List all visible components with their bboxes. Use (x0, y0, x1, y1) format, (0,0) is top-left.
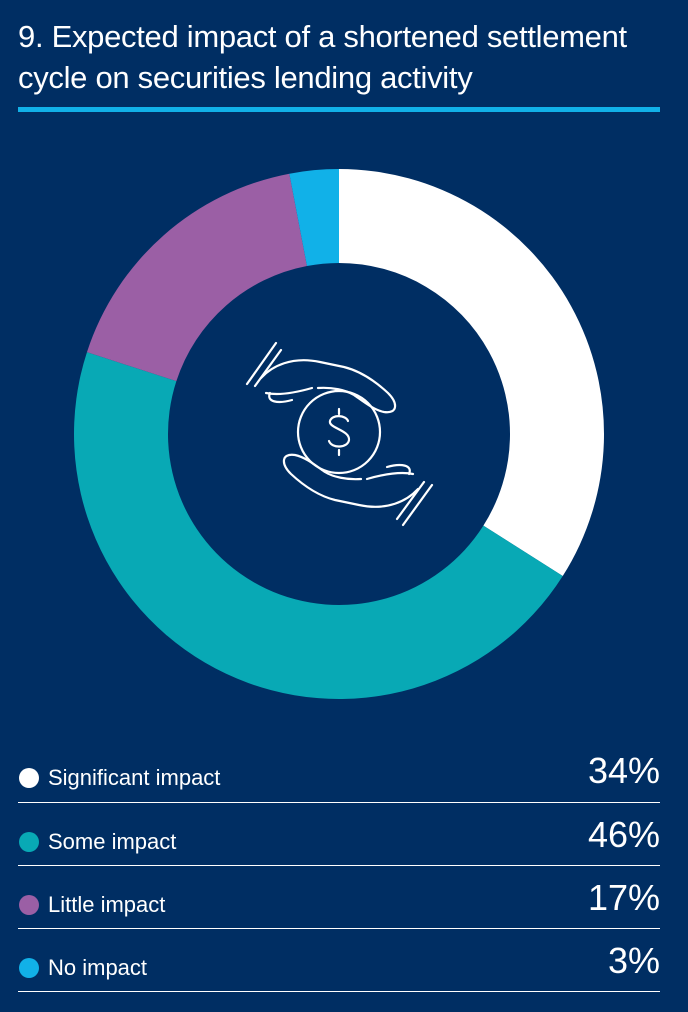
legend-label: No impact (48, 955, 148, 980)
donut-slice-little-impact (86, 173, 307, 382)
donut-slices (74, 169, 604, 699)
legend-value: 46% (587, 814, 660, 855)
donut-slice-some-impact (74, 352, 563, 699)
legend-label: Some impact (48, 829, 177, 854)
legend-dot-no-impact (19, 958, 39, 978)
chart-legend: Significant impact 34% Some impact 46% L… (18, 738, 660, 992)
legend-row-significant-impact: Significant impact 34% (18, 738, 660, 803)
legend-row-no-impact: No impact 3% (18, 929, 660, 992)
legend-label: Significant impact (48, 765, 221, 790)
legend-label: Little impact (48, 892, 166, 917)
donut-slice-no-impact (289, 169, 339, 267)
chart-title: 9. Expected impact of a shortened settle… (18, 19, 627, 95)
legend-row-some-impact: Some impact 46% (18, 803, 660, 866)
legend-dot-some-impact (19, 832, 39, 852)
legend-value: 17% (587, 877, 660, 918)
legend-row-little-impact: Little impact 17% (18, 866, 660, 929)
legend-value: 34% (587, 750, 660, 791)
legend-value: 3% (607, 940, 660, 981)
legend-dot-little-impact (19, 895, 39, 915)
donut-chart (74, 169, 604, 699)
legend-dot-significant-impact (19, 768, 39, 788)
title-accent-rule (18, 107, 660, 112)
hands-holding-dollar-coin-icon (245, 341, 434, 527)
donut-slice-significant-impact (339, 169, 604, 576)
